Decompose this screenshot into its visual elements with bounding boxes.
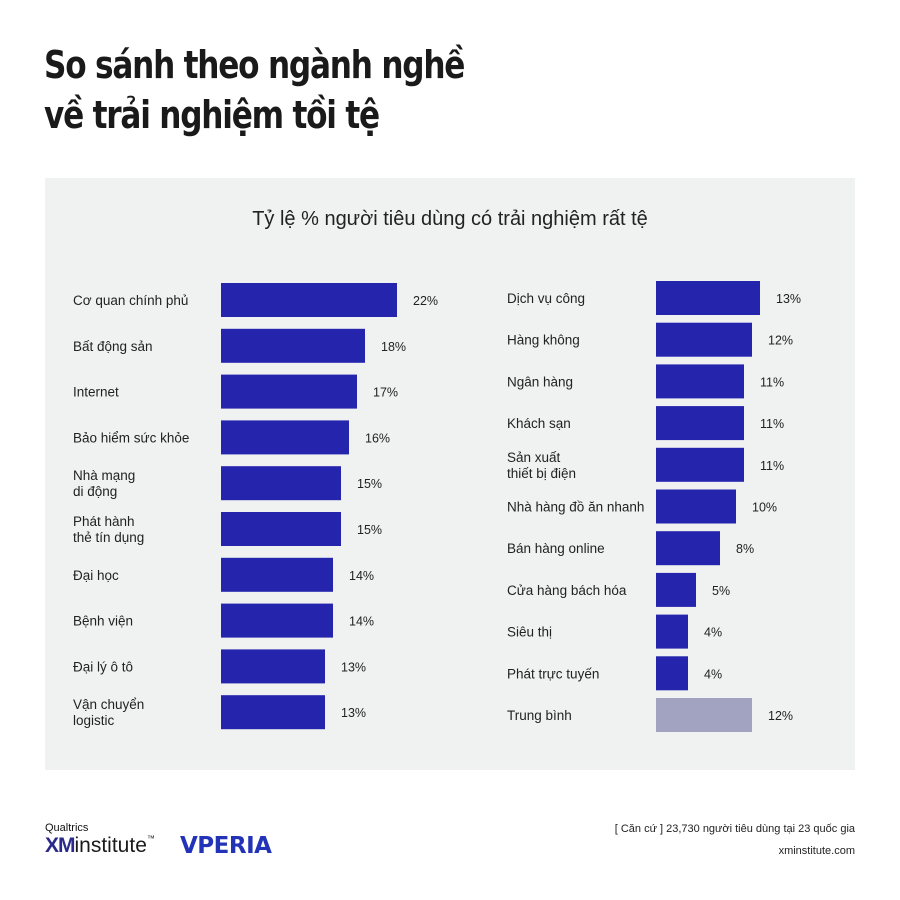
category-label: thẻ tín dụng [73,530,144,545]
value-label: 13% [776,292,801,306]
category-label: Hàng không [507,333,580,348]
bar [221,420,349,455]
bar [221,466,341,501]
trademark-mark: ™ [146,834,155,843]
value-label: 22% [413,294,438,308]
xm-logo-text: institute [74,834,147,857]
bar [656,656,688,691]
category-label: Phát trực tuyến [507,666,599,681]
value-label: 15% [357,523,382,537]
value-label: 13% [341,660,366,674]
source-url[interactable]: xminstitute.com [778,845,855,857]
chart-panel: Tỷ lệ % người tiêu dùng có trải nghiệm r… [45,178,855,770]
bar [221,649,325,684]
category-label: Bán hàng online [507,541,605,556]
value-label: 5% [712,584,730,598]
category-label: Dịch vụ công [507,291,585,306]
value-label: 17% [373,386,398,400]
category-label: Trung bình [507,708,572,723]
bar [221,374,357,409]
category-label: Bất động sản [73,339,153,354]
bar [656,322,752,357]
bar [656,281,760,315]
logos: Qualtrics XMinstitute™ VPERIA [45,822,305,862]
category-label: Nhà hàng đồ ăn nhanh [507,500,644,515]
value-label: 12% [768,334,793,348]
category-label: Sản xuất [507,450,561,465]
category-label: Siêu thị [507,625,552,640]
vperia-logo: VPERIA [180,833,272,859]
bar [221,603,333,638]
value-label: 16% [365,431,390,445]
value-label: 18% [381,340,406,354]
bar [656,364,744,399]
qualtrics-label: Qualtrics [45,822,89,834]
category-label: Bảo hiểm sức khỏe [73,430,189,445]
value-label: 8% [736,542,754,556]
value-label: 11% [760,417,784,431]
title-line-1: So sánh theo ngành nghề [44,43,465,87]
bar [656,614,688,649]
value-label: 11% [760,375,784,389]
bar [221,328,365,363]
bar [221,512,341,546]
category-label: Đại học [73,568,119,583]
value-label: 14% [349,569,374,583]
bar [221,695,325,730]
category-label: logistic [73,713,115,728]
bar [656,572,696,607]
average-bar [656,698,752,732]
category-label: Phát hành [73,514,135,529]
value-label: 12% [768,709,793,723]
footer-info: [ Căn cứ ] 23,730 người tiêu dùng tại 23… [615,823,855,867]
xm-institute-logo: XMinstitute™ [45,834,155,858]
value-label: 15% [357,477,382,491]
category-label: thiết bị điện [507,466,576,481]
value-label: 14% [349,615,374,629]
bar [221,283,397,317]
bar [656,531,720,566]
xm-logo-mark: XM [45,834,75,857]
category-label: Cửa hàng bách hóa [507,583,627,598]
category-label: Khách sạn [507,416,571,431]
value-label: 13% [341,706,366,720]
value-label: 4% [704,667,722,681]
category-label: Cơ quan chính phủ [73,293,188,308]
chart-title: Tỷ lệ % người tiêu dùng có trải nghiệm r… [252,208,648,230]
bar-chart: Cơ quan chính phủ 22% Bất động sản 18% Inter… [73,281,801,732]
value-label: 4% [704,626,722,640]
category-label: Đại lý ô tô [73,659,133,674]
category-label: Vận chuyển [73,697,144,712]
value-label: 11% [760,459,784,473]
basis-note: [ Căn cứ ] 23,730 người tiêu dùng tại 23… [614,823,855,835]
bar [221,557,333,592]
bar [656,489,736,524]
bar [656,447,744,482]
category-label: Ngân hàng [507,374,573,389]
category-label: di động [73,484,117,499]
title-line-2: về trải nghiệm tồi tệ [44,93,380,137]
value-label: 10% [752,501,777,515]
category-label: Nhà mạng [73,468,135,483]
bar [656,406,744,441]
category-label: Bệnh viện [73,614,133,629]
category-label: Internet [73,385,119,400]
page-title: So sánh theo ngành nghề về trải nghiệm t… [44,40,470,140]
